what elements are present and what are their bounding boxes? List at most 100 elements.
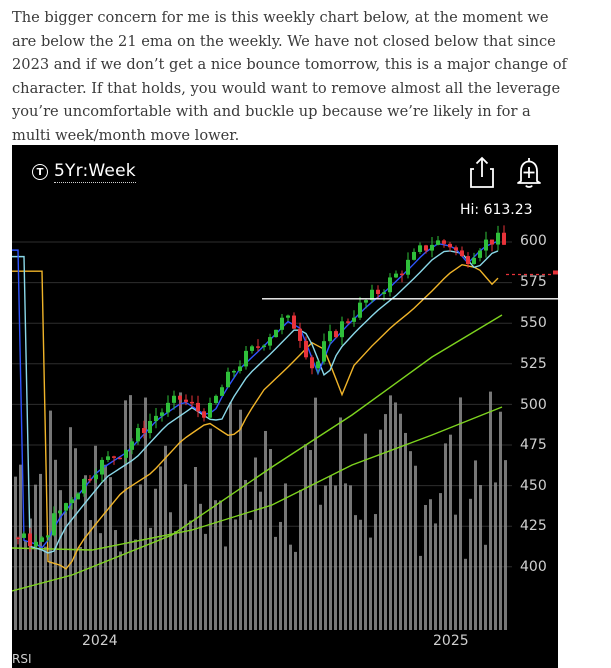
candle-body <box>46 535 50 538</box>
volume-bar <box>439 493 442 630</box>
volume-bar <box>494 482 497 630</box>
candle-body <box>106 456 110 460</box>
y-tick-label: 525 <box>520 356 547 372</box>
volume-bar <box>499 411 502 630</box>
volume-bar <box>49 410 52 630</box>
volume-bar <box>294 551 297 630</box>
ema-fast-line <box>12 240 499 549</box>
candle-body <box>88 478 92 481</box>
volume-bar <box>404 432 407 630</box>
y-tick-label: 400 <box>520 559 547 575</box>
candle-body <box>370 289 374 301</box>
volume-bar <box>384 414 387 630</box>
volume-bar <box>259 491 262 630</box>
candle-body <box>232 370 236 373</box>
volume-bar <box>34 484 37 630</box>
volume-bar <box>459 397 462 630</box>
candle-body <box>166 402 170 413</box>
article-paragraph: The bigger concern for me is this weekly… <box>12 9 567 144</box>
volume-bar <box>149 527 152 630</box>
volume-bar <box>24 540 27 630</box>
volume-bar <box>234 519 237 630</box>
share-button[interactable] <box>468 155 496 189</box>
volume-bar <box>469 498 472 630</box>
candle-body <box>262 345 266 348</box>
current-price-marker <box>553 270 558 275</box>
y-tick-label: 500 <box>520 397 547 413</box>
candle-body <box>82 478 86 494</box>
add-alert-button[interactable] <box>514 155 544 189</box>
candle-body <box>130 441 134 450</box>
rsi-label: RSI <box>12 652 32 666</box>
volume-bar <box>349 485 352 630</box>
candle-body <box>178 395 182 400</box>
volume-bar <box>414 465 417 630</box>
candle-body <box>214 395 218 403</box>
volume-bar <box>379 429 382 630</box>
volume-bar <box>419 555 422 630</box>
volume-bar <box>454 514 457 630</box>
candle-body <box>220 387 224 396</box>
timeframe-icon: T <box>32 164 48 180</box>
volume-bar <box>94 445 97 630</box>
candle-body <box>52 513 56 536</box>
volume-bar <box>194 467 197 630</box>
sma-very-long-line <box>12 314 503 592</box>
candle-body <box>304 340 308 358</box>
bell-plus-icon <box>517 158 541 188</box>
article-text: The bigger concern for me is this weekly… <box>12 6 572 148</box>
volume-bar <box>154 488 157 630</box>
candle-body <box>94 474 98 480</box>
volume-bar <box>464 558 467 630</box>
candle-body <box>340 321 344 338</box>
volume-bar <box>199 503 202 630</box>
candle-body <box>76 493 80 500</box>
candle-body <box>256 346 260 348</box>
candle-body <box>28 533 32 547</box>
x-tick-label: 2024 <box>82 633 118 649</box>
candle-body <box>448 243 452 248</box>
ema-mid-line <box>12 250 499 554</box>
volume-bar <box>169 512 172 630</box>
volume-bar <box>444 443 447 630</box>
candle-body <box>274 329 278 338</box>
candle-body <box>16 537 20 540</box>
volume-bar <box>79 546 82 630</box>
volume-bar <box>314 397 317 630</box>
volume-bar <box>424 504 427 630</box>
volume-bar <box>14 476 17 630</box>
x-tick-label: 2025 <box>433 633 469 649</box>
volume-bar <box>364 433 367 630</box>
candle-body <box>352 317 356 322</box>
candle-body <box>442 240 446 244</box>
price-chart[interactable]: T 5Yr:Week Hi: 613.23 600 575 550 525 50… <box>12 145 558 668</box>
candle-body <box>226 371 230 388</box>
candle-body <box>472 257 476 265</box>
volume-bar <box>389 395 392 630</box>
candle-body <box>412 251 416 260</box>
candle-body <box>268 337 272 346</box>
timeframe-selector[interactable]: T 5Yr:Week <box>32 161 136 183</box>
candle-body <box>382 292 386 295</box>
volume-bar <box>434 523 437 630</box>
candle-body <box>328 331 332 342</box>
candle-body <box>316 361 320 369</box>
volume-bar <box>339 417 342 630</box>
volume-bar <box>209 428 212 630</box>
candle-body <box>160 412 164 416</box>
candle-body <box>418 245 422 252</box>
candle-body <box>292 315 296 329</box>
candle-body <box>202 411 206 418</box>
high-label: Hi: 613.23 <box>460 202 533 218</box>
volume-bar <box>184 484 187 630</box>
candle-body <box>244 350 248 367</box>
volume-bar <box>429 499 432 630</box>
volume-bar <box>329 475 332 630</box>
volume-bar <box>239 409 242 630</box>
candle-body <box>346 321 350 323</box>
volume-bar <box>369 537 372 630</box>
volume-bar <box>344 483 347 630</box>
share-icon <box>470 156 494 188</box>
candle-body <box>238 366 242 371</box>
candle-body <box>118 457 122 460</box>
